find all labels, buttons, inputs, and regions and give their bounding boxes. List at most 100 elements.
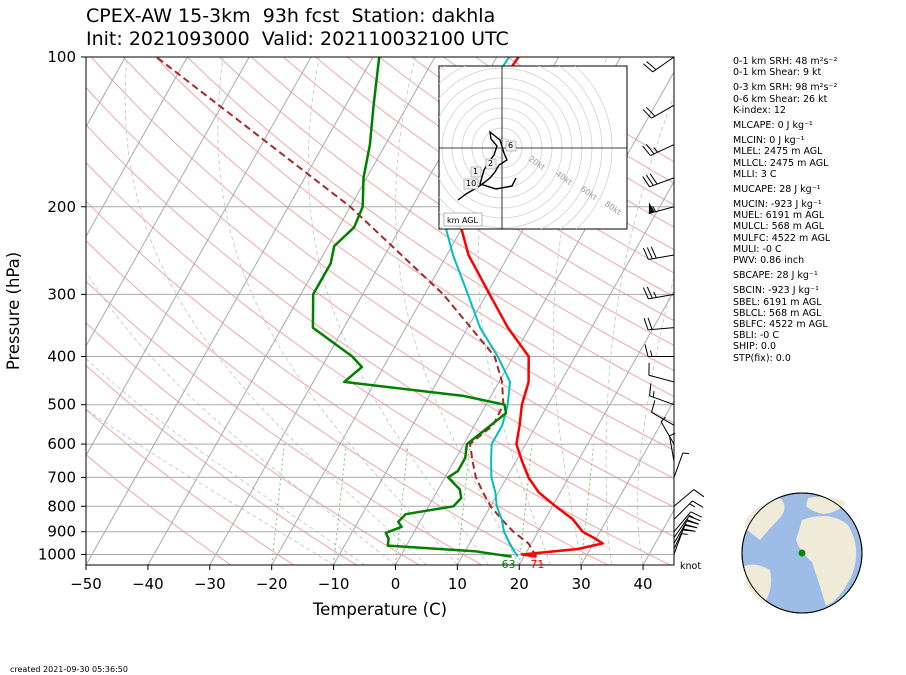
barb-flag [643,63,654,73]
moist-adiabat [637,276,674,565]
barb-flag [649,383,652,396]
dry-adiabat [86,454,232,565]
barb-flag [651,400,656,413]
land-africa [796,516,857,606]
indices-panel: 0-1 km SRH: 48 m²s⁻² 0-1 km Shear: 9 kt 0-… [733,56,837,365]
isotherm [580,399,674,565]
hodograph-height-label: 10 [466,179,476,188]
moist-adiabat [307,57,489,565]
hodograph-frame [438,65,628,230]
barb-shaft [673,516,690,538]
wind-barb [673,515,701,538]
isotherm [86,57,374,565]
index-line: MULI: -0 C [733,243,782,255]
dry-adiabat [86,408,294,565]
index-line: MLLCL: 2475 m AGL [733,157,829,169]
moist-adiabat [552,57,608,565]
dry-adiabat [90,57,674,479]
globe-locator [741,492,863,614]
mixing-ratio-line [456,444,471,565]
barb-flag [693,489,705,498]
wind-barb [673,489,705,507]
index-line: MUCAPE: 28 J kg⁻¹ [733,183,821,195]
background-lines [86,57,674,565]
barb-shaft [673,500,693,520]
x-tick-label: −40 [132,575,164,593]
hodograph-height-label: 1 [473,167,478,176]
barb-shaft [660,421,675,445]
index-line: MLCIN: 0 J kg⁻¹ [733,135,805,147]
dry-adiabat [86,240,546,565]
mixing-ratio-line [580,444,595,565]
x-axis-title: Temperature (C) [312,600,447,619]
wind-barb [648,362,675,383]
barb-shaft [649,395,675,406]
barb-flag [647,317,653,330]
index-line: 0-1 km Shear: 9 kt [733,67,822,79]
index-line: PWV: 0.86 inch [733,255,805,266]
index-line: SBCAPE: 28 J kg⁻¹ [733,270,818,282]
wind-barbs: knot [642,56,705,572]
wind-barb [668,432,676,462]
barb-flag [683,528,696,532]
barb-shaft [673,520,688,544]
index-line: MUCIN: -923 J kg⁻¹ [733,199,822,211]
dry-adiabat [86,322,420,565]
mixing-ratio-line [518,444,533,565]
hodograph-height-box [463,178,479,190]
barb-shaft [673,452,684,478]
barb-flag [643,318,649,331]
barb-half [687,514,694,519]
mixing-ratio-line [395,444,409,565]
dewpoint-trace [311,57,512,558]
hodograph-corner-label: km AGL [447,216,479,225]
index-line: 0-6 km Shear: 26 kt [733,93,828,105]
barb-half [682,452,690,455]
y-tick-label: 300 [47,285,76,303]
barb-half [650,350,653,357]
chart-title-line1: CPEX-AW 15-3km 93h fcst Station: dakhla [86,5,496,27]
barb-flag [642,176,650,188]
barb-shaft [648,327,675,331]
profiles [155,57,604,558]
barb-flag [688,515,701,522]
index-line: MULCL: 568 m AGL [733,221,825,233]
x-tick-label: 0 [391,575,401,593]
wind-barb [649,383,675,406]
barb-flag [645,174,654,186]
wet-bulb-trace [439,57,519,558]
parcel-trace [155,57,538,558]
barb-flag [642,145,651,156]
barb-shaft [648,374,675,383]
hodograph-trace [457,130,517,201]
hodograph-height-box [470,166,482,178]
y-axis-title: Pressure (hPa) [4,252,23,370]
barb-pennant [648,202,655,214]
x-tick-label: −10 [318,575,350,593]
moist-adiabat [605,94,674,565]
index-line: MLLI: 3 C [733,168,777,180]
index-line: SBLCL: 568 m AGL [733,307,822,319]
barb-flag [645,106,656,117]
barb-flag [692,500,704,508]
isotherm [86,57,188,238]
mixing-ratio-line [333,444,347,565]
isotherm [518,290,674,565]
index-line: MLEL: 2475 m AGL [733,146,823,158]
barb-shaft [651,411,675,426]
dry-adiabat [347,57,674,274]
barb-flag [646,247,653,259]
x-tick-label: −50 [70,575,102,593]
barb-half [669,432,676,437]
x-tick-label: 10 [448,575,467,593]
y-tick-label: 500 [47,396,76,414]
barb-shaft [673,525,686,550]
barb-half [689,503,696,508]
barb-half [681,533,688,535]
barb-half [652,206,657,212]
y-tick-label: 400 [47,348,76,366]
wind-barb [642,143,675,157]
dry-adiabat [186,57,674,398]
